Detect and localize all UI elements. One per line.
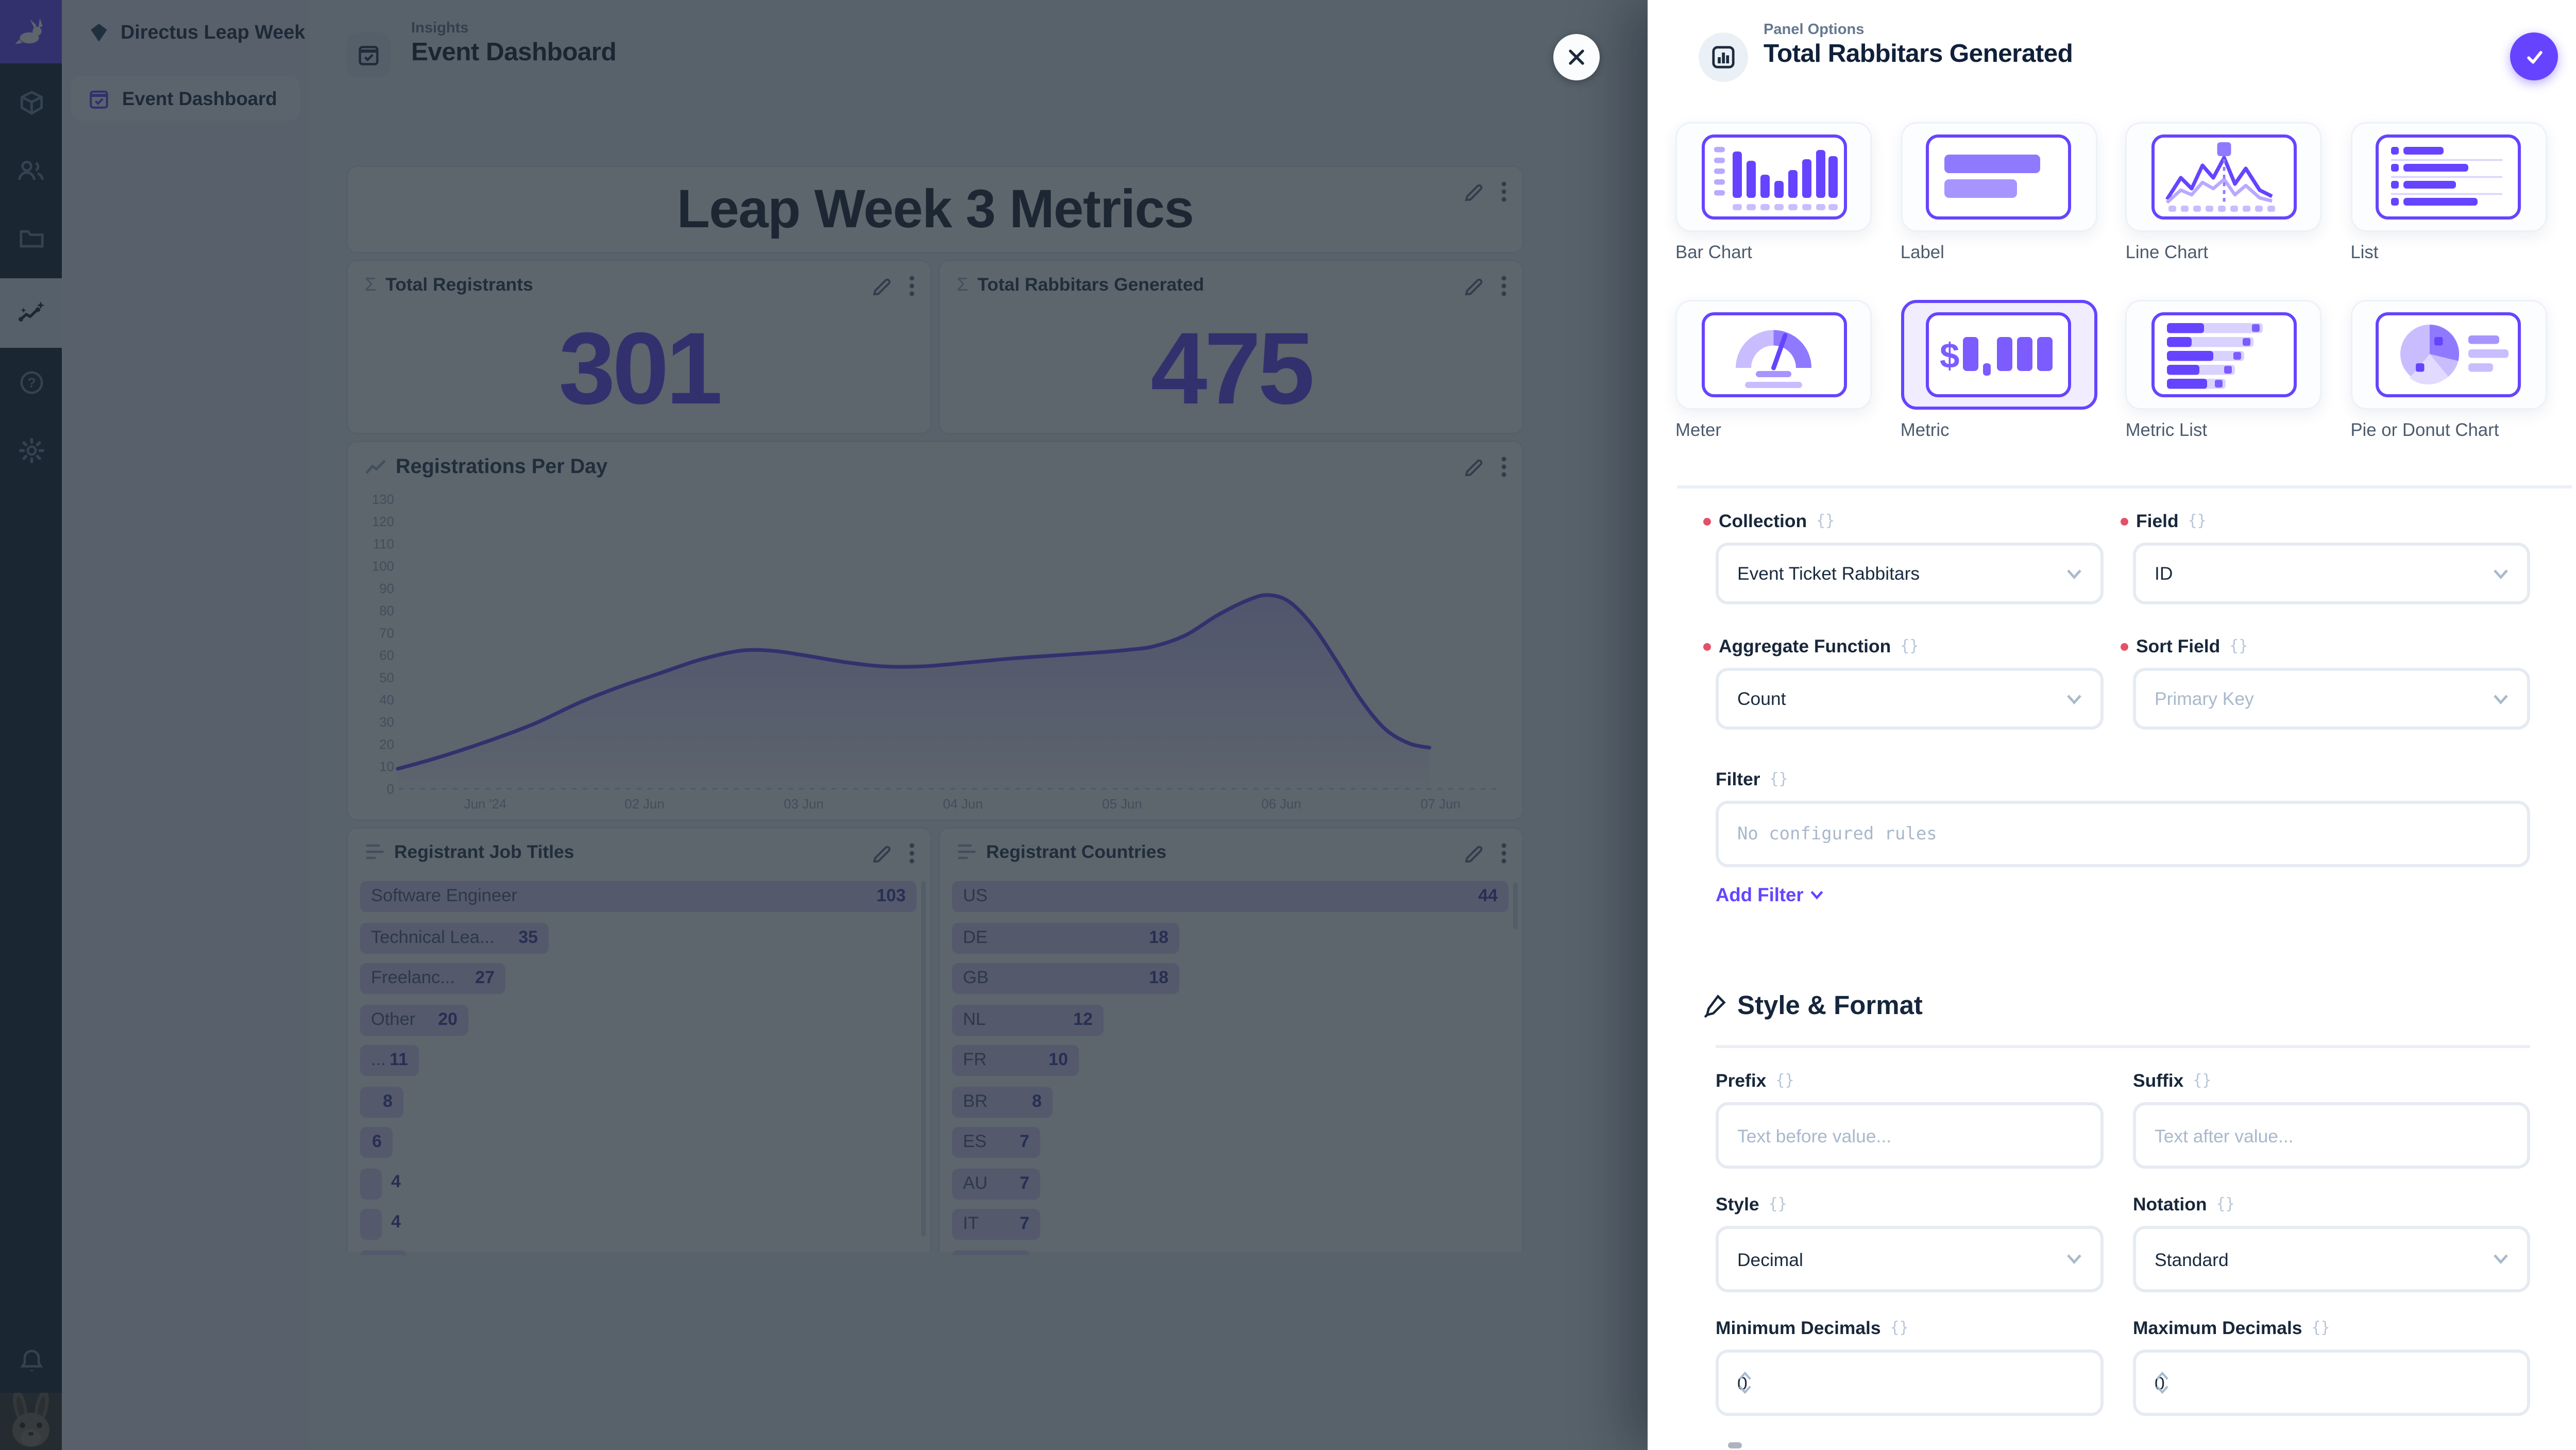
field-label: Field{} (2121, 510, 2207, 532)
raw-value-icon[interactable]: {} (2193, 1072, 2212, 1089)
sort-field-select[interactable]: Primary Key (2133, 668, 2530, 730)
check-icon (2526, 50, 2542, 63)
chevron-down-icon (2066, 694, 2082, 704)
panel-type-label: Meter (1675, 420, 1721, 441)
maximum-decimals-label: Maximum Decimals{} (2133, 1317, 2330, 1339)
panel-type-label: Pie or Donut Chart (2350, 420, 2499, 441)
panel-type-label[interactable]: Label (1900, 122, 2097, 263)
panel-type-label: Line Chart (2125, 243, 2209, 263)
add-filter-button[interactable]: Add Filter (1716, 884, 1824, 906)
chevron-down-icon (2493, 1254, 2509, 1264)
panel-type-list[interactable]: List (2350, 122, 2547, 263)
chevron-down-icon (2066, 568, 2082, 579)
panel-type-line-chart[interactable]: Line Chart (2125, 122, 2322, 263)
insert-chart-icon (1712, 46, 1735, 69)
meter-illustration (1735, 330, 1811, 388)
clipped-next-field (1728, 1442, 1742, 1448)
list-illustration (2391, 147, 2503, 206)
raw-value-icon[interactable]: {} (1775, 1072, 1794, 1089)
metric-illustration: $ (1940, 336, 2053, 376)
raw-value-icon[interactable]: {} (2216, 1195, 2235, 1213)
raw-value-icon[interactable]: {} (1768, 1195, 1787, 1213)
panel-type-label: Metric (1900, 420, 1950, 441)
chevron-down-icon (2493, 694, 2509, 704)
chevron-down-icon (2066, 1254, 2082, 1264)
minimum-decimals-label: Minimum Decimals{} (1716, 1317, 1909, 1339)
panel-type-label: Metric List (2125, 420, 2208, 441)
section-divider (1677, 485, 2572, 488)
section-divider (1716, 1045, 2530, 1048)
raw-value-icon[interactable]: {} (2311, 1319, 2330, 1337)
panel-type-meter[interactable]: Meter (1675, 300, 1872, 441)
notation-select[interactable]: Standard (2133, 1226, 2530, 1292)
panel-type-grid: Bar Chart Label (1675, 122, 2547, 441)
number-stepper[interactable] (2155, 1371, 2170, 1394)
panel-options-drawer: Panel Options Total Rabbitars Generated … (1648, 0, 2576, 1450)
style-format-heading: Style & Format (1703, 991, 1923, 1022)
drawer-kicker: Panel Options (1764, 22, 1865, 39)
raw-value-icon[interactable]: {} (1769, 770, 1788, 788)
raw-value-icon[interactable]: {} (1900, 637, 1919, 655)
panel-type-label: List (2350, 243, 2379, 263)
filter-rules-box[interactable]: No configured rules (1716, 801, 2530, 867)
stepper-up-icon[interactable] (2155, 1371, 2170, 1380)
suffix-label: Suffix{} (2133, 1070, 2212, 1091)
prefix-input[interactable] (1716, 1102, 2104, 1169)
close-drawer-button[interactable] (1553, 34, 1600, 80)
aggregate-function-select[interactable]: Count (1716, 668, 2104, 730)
raw-value-icon[interactable]: {} (2188, 512, 2207, 530)
collection-select[interactable]: Event Ticket Rabbitars (1716, 543, 2104, 604)
aggregate-function-label: Aggregate Function{} (1703, 635, 1919, 657)
bar-chart-illustration (1713, 147, 1837, 210)
suffix-input[interactable] (2133, 1102, 2530, 1169)
label-illustration (1944, 155, 2041, 198)
style-label: Style{} (1716, 1193, 1787, 1215)
chevron-down-icon (2493, 568, 2509, 579)
collection-label: Collection{} (1703, 510, 1835, 532)
panel-type-metric-list[interactable]: Metric List (2125, 300, 2322, 441)
required-dot (2121, 642, 2128, 650)
panel-type-bar-chart[interactable]: Bar Chart (1675, 122, 1872, 263)
panel-type-label: Label (1900, 243, 1944, 263)
chevron-down-icon (1810, 891, 1823, 900)
style-brush-icon (1704, 994, 1726, 1018)
required-dot (1703, 517, 1711, 525)
filter-label: Filter{} (1716, 768, 1788, 790)
panel-type-metric[interactable]: $ Metric (1900, 300, 2097, 441)
save-panel-button[interactable] (2510, 32, 2558, 80)
style-select[interactable]: Decimal (1716, 1226, 2104, 1292)
stepper-down-icon[interactable] (2155, 1385, 2170, 1394)
required-dot (2121, 517, 2128, 525)
metric-list-illustration (2166, 323, 2263, 389)
raw-value-icon[interactable]: {} (2229, 637, 2248, 655)
notation-label: Notation{} (2133, 1193, 2235, 1215)
required-dot (1703, 642, 1711, 650)
svg-text:$: $ (1940, 336, 1959, 376)
stepper-down-icon[interactable] (1737, 1385, 1753, 1394)
stepper-up-icon[interactable] (1737, 1371, 1753, 1380)
drawer-overlay[interactable] (0, 0, 1648, 1450)
raw-value-icon[interactable]: {} (1890, 1319, 1909, 1337)
panel-type-label: Bar Chart (1675, 243, 1752, 263)
pie-chart-illustration (2400, 324, 2509, 385)
field-select[interactable]: ID (2133, 543, 2530, 604)
maximum-decimals-input[interactable]: 0 (2133, 1350, 2530, 1416)
number-stepper[interactable] (1737, 1371, 1753, 1394)
panel-type-pie-donut[interactable]: Pie or Donut Chart (2350, 300, 2547, 441)
sort-field-label: Sort Field{} (2121, 635, 2248, 657)
prefix-label: Prefix{} (1716, 1070, 1794, 1091)
minimum-decimals-input[interactable]: 0 (1716, 1350, 2104, 1416)
line-chart-illustration (2165, 142, 2275, 212)
panel-options-icon-chip (1699, 32, 1748, 82)
filter-empty-text: No configured rules (1737, 824, 1937, 844)
drawer-title: Total Rabbitars Generated (1764, 40, 2073, 68)
close-icon (1569, 49, 1584, 65)
raw-value-icon[interactable]: {} (1816, 512, 1835, 530)
